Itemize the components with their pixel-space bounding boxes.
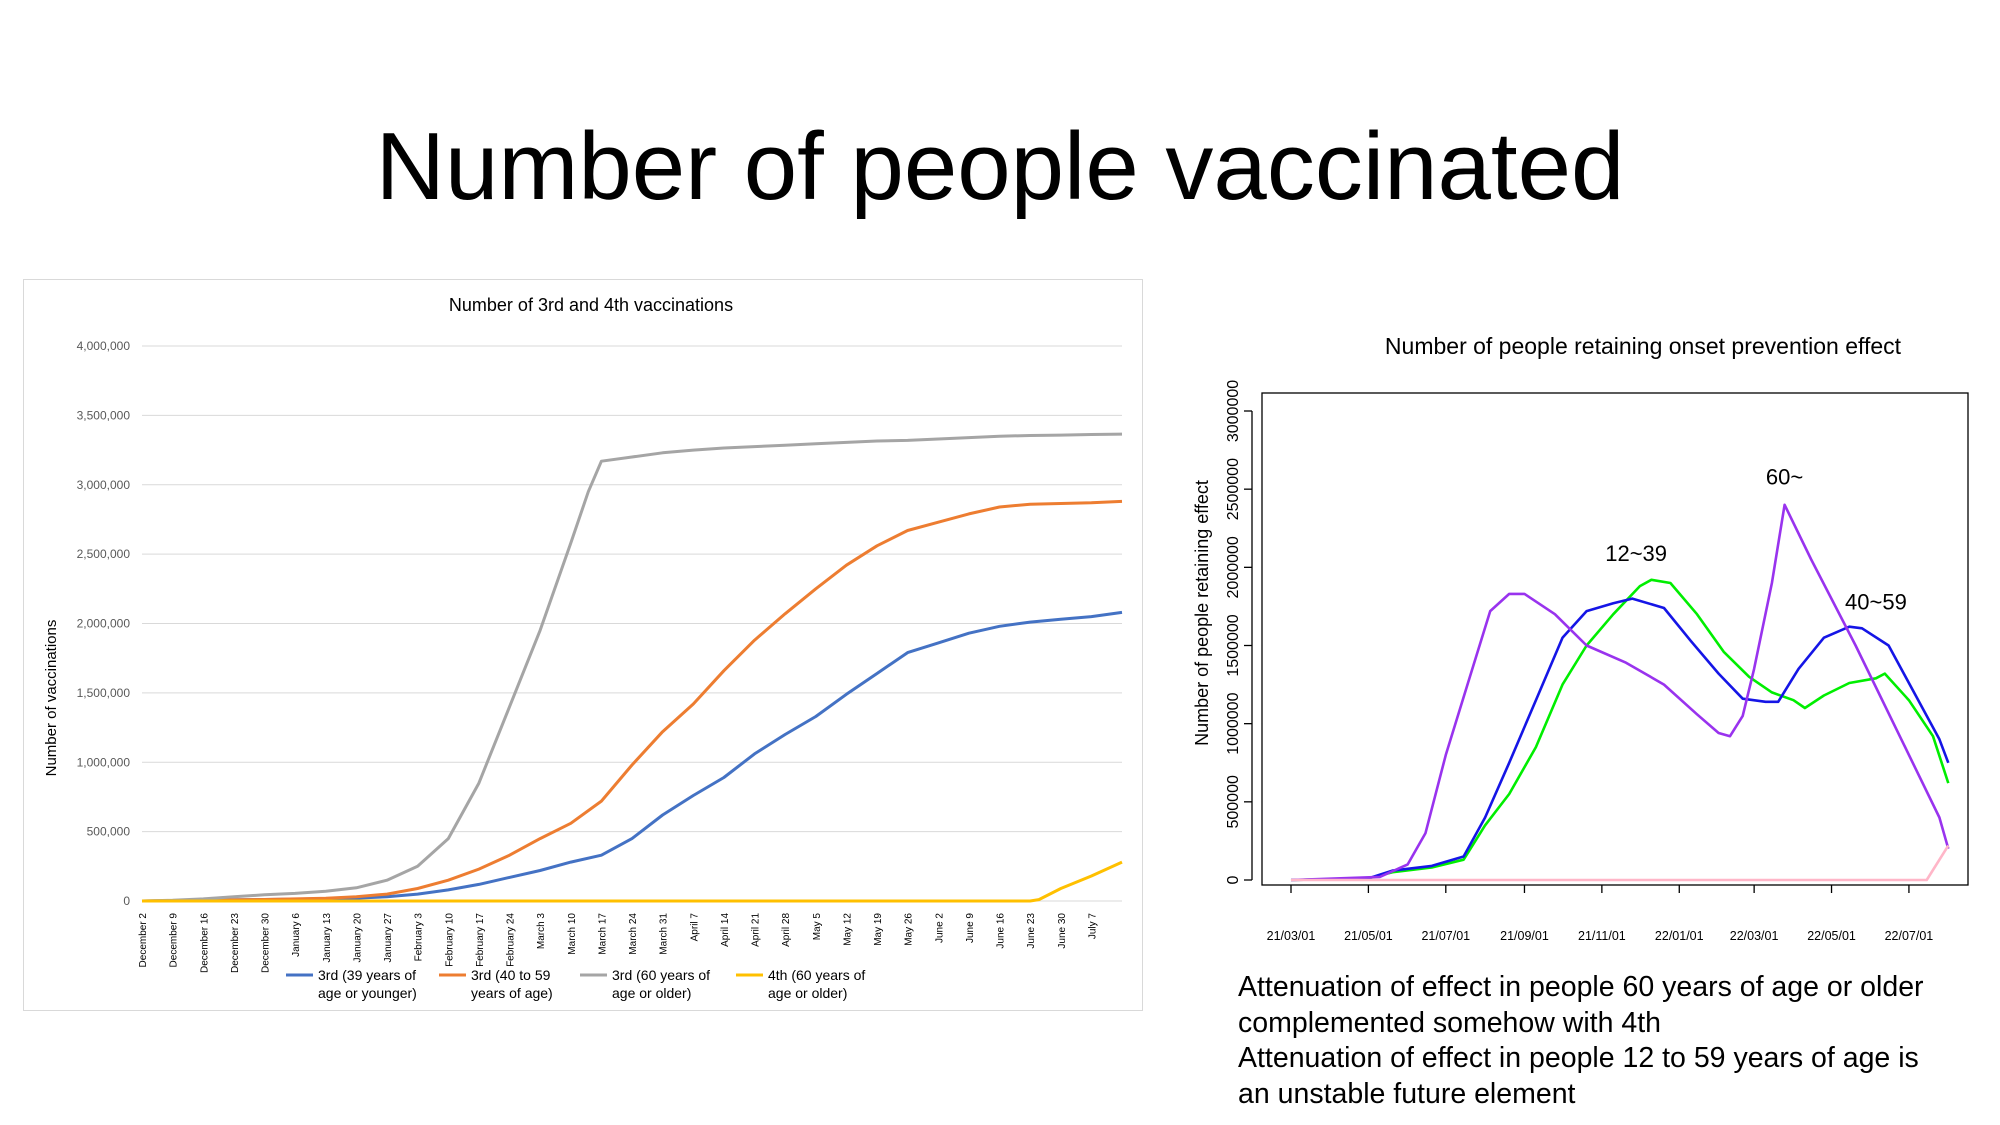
caption-line: complemented somehow with 4th	[1238, 1006, 1661, 1039]
x-tick-label: February 24	[506, 913, 517, 967]
y-tick-label: 500,000	[87, 825, 131, 839]
series-lines	[1290, 503, 1950, 882]
x-tick-label: December 23	[230, 913, 241, 973]
y-tick-label: 2500000	[1225, 458, 1242, 520]
series-line	[141, 432, 1123, 903]
x-tick-label: December 16	[199, 913, 210, 973]
vaccinations-chart: Number of 3rd and 4th vaccinations Numbe…	[43, 295, 1123, 1001]
annotation-label: 60~	[1766, 464, 1803, 489]
x-tick-label: June 2	[934, 913, 945, 943]
y-axis-label: Number of people retaining effect	[1192, 480, 1212, 746]
x-tick-label: May 19	[873, 913, 884, 946]
x-tick-label: April 28	[781, 913, 792, 947]
y-tick-label: 4,000,000	[77, 339, 131, 353]
x-tick-label: January 13	[322, 913, 333, 963]
legend-label: age or older)	[612, 985, 691, 1001]
legend-label: 3rd (39 years of	[318, 967, 416, 983]
legend-label: years of age)	[471, 985, 553, 1001]
y-tick-label: 1,500,000	[77, 686, 131, 700]
x-tick-label: 21/11/01	[1578, 929, 1626, 943]
caption-line: Attenuation of effect in people 60 years…	[1238, 971, 1924, 1003]
legend-label: age or older)	[768, 985, 847, 1001]
x-tick-label: July 7	[1087, 913, 1098, 940]
legend-label: 3rd (60 years of	[612, 967, 710, 983]
x-tick-label: June 16	[996, 913, 1007, 949]
x-tick-label: June 30	[1057, 913, 1068, 949]
chart-title: Number of people retaining onset prevent…	[1385, 333, 1902, 359]
x-tick-label: 22/01/01	[1655, 929, 1704, 943]
legend-label: 3rd (40 to 59	[471, 967, 551, 983]
x-tick-label: December 9	[169, 913, 180, 968]
y-axis: 0 500000 1000000 1500000 2000000 2500000 30000…	[1225, 380, 1253, 884]
y-tick-label: 2000000	[1225, 536, 1242, 598]
plot-frame	[1261, 392, 1969, 886]
slide-title: Number of people vaccinated	[375, 113, 1625, 220]
retention-chart: Number of people retaining onset prevent…	[1192, 333, 1969, 943]
x-tick-label: 22/03/01	[1730, 929, 1779, 943]
caption: Attenuation of effect in people 60 years…	[1238, 970, 1978, 1112]
caption-line: an unstable future element	[1238, 1077, 1576, 1110]
y-tick-label: 0	[1225, 875, 1242, 884]
annotations: 12~39 60~ 40~59	[1605, 464, 1907, 614]
x-tick-label: 21/05/01	[1344, 929, 1393, 943]
caption-line: Attenuation of effect in people 12 to 59…	[1238, 1042, 1919, 1074]
y-tick-label: 1,000,000	[77, 755, 131, 769]
y-tick-label: 3,000,000	[77, 478, 131, 492]
y-tick-label: 0	[123, 894, 130, 908]
x-tick-label: 22/07/01	[1885, 929, 1934, 943]
x-tick-label: May 26	[904, 913, 915, 946]
y-tick-label: 500000	[1225, 775, 1242, 828]
series-line	[142, 860, 1123, 903]
x-tick-label: March 10	[567, 913, 578, 955]
legend-label: 4th (60 years of	[768, 967, 865, 983]
x-tick-label: January 6	[291, 913, 302, 957]
x-tick-label: March 3	[536, 913, 547, 950]
x-tick-label: 21/07/01	[1421, 929, 1470, 943]
vaccinations-chart-panel: Number of 3rd and 4th vaccinations Numbe…	[23, 279, 1143, 1011]
y-tick-label: 1500000	[1225, 614, 1242, 676]
x-tick-label: February 10	[444, 913, 455, 967]
x-tick-label: May 12	[842, 913, 853, 946]
y-axis-label: Number of vaccinations	[43, 620, 60, 777]
annotation-label: 40~59	[1845, 590, 1907, 615]
x-tick-label: April 7	[689, 913, 700, 942]
x-tick-label: 21/03/01	[1267, 929, 1316, 943]
y-tick-label: 2,000,000	[77, 617, 131, 631]
x-tick-label: April 21	[751, 913, 762, 947]
x-tick-label: 22/05/01	[1807, 929, 1856, 943]
y-tick-label: 2,500,000	[77, 547, 131, 561]
series-line	[1290, 597, 1950, 882]
series-line	[1291, 844, 1950, 882]
y-tick-label: 3000000	[1225, 380, 1242, 442]
x-tick-label: June 23	[1026, 913, 1037, 949]
x-tick-label: June 9	[965, 913, 976, 943]
x-tick-label: December 30	[261, 913, 272, 973]
x-axis: 21/03/01 21/05/01 21/07/01 21/09/01 21/11/01…	[1267, 885, 1934, 943]
series-line	[1290, 578, 1950, 882]
x-tick-labels: December 2 December 9 December 16 December …	[138, 913, 1098, 973]
chart-title: Number of 3rd and 4th vaccinations	[449, 295, 733, 315]
annotation-label: 12~39	[1605, 541, 1667, 566]
x-tick-label: March 31	[659, 913, 670, 955]
x-tick-label: 21/09/01	[1500, 929, 1549, 943]
x-tick-label: January 20	[352, 913, 363, 963]
x-tick-label: December 2	[138, 913, 149, 968]
gridlines	[142, 345, 1122, 902]
x-tick-label: May 5	[812, 913, 823, 941]
x-tick-label: March 24	[628, 913, 639, 955]
y-tick-label: 3,500,000	[77, 408, 131, 422]
y-tick-label: 1000000	[1225, 692, 1242, 754]
series-line	[1290, 503, 1950, 882]
y-tick-labels: 0 500,000 1,000,000 1,500,000 2,000,000 2,500…	[77, 339, 131, 908]
x-tick-label: February 17	[475, 913, 486, 967]
x-tick-label: February 3	[414, 913, 425, 962]
legend: 3rd (39 years of age or younger) 3rd (40 t…	[286, 967, 865, 1001]
legend-label: age or younger)	[318, 985, 417, 1001]
x-tick-label: January 27	[383, 913, 394, 963]
series-line	[141, 610, 1123, 903]
series-line	[141, 499, 1123, 903]
x-tick-label: March 17	[597, 913, 608, 955]
series-lines	[141, 432, 1123, 903]
x-tick-label: April 14	[720, 913, 731, 947]
